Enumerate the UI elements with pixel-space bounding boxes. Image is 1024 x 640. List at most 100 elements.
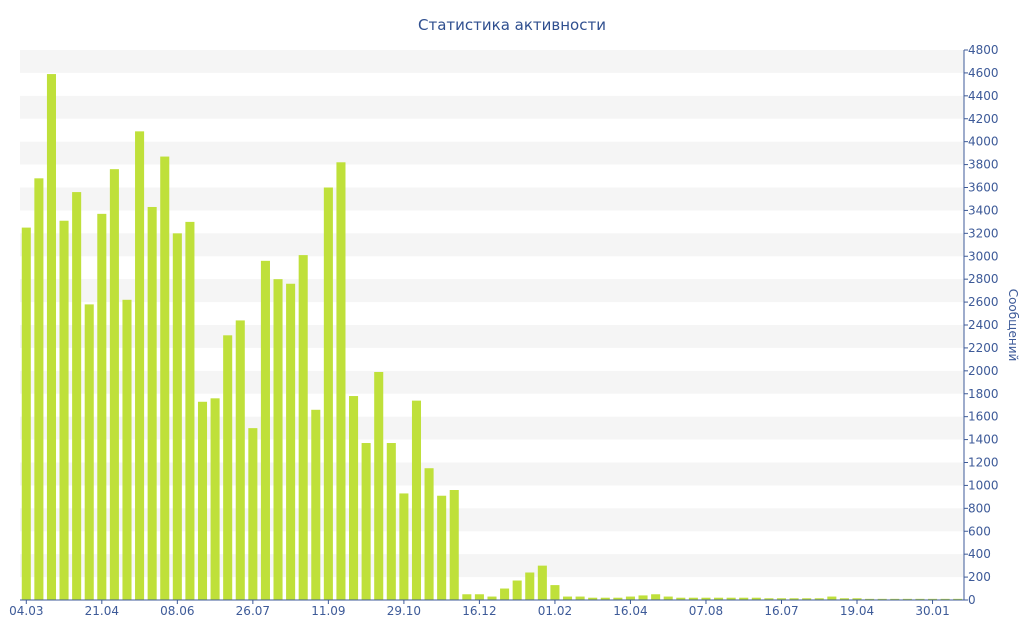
x-tick-label: 11.09 — [311, 604, 345, 618]
grid-band — [20, 95, 964, 119]
bar — [34, 178, 44, 600]
bar — [147, 206, 157, 601]
bar — [701, 597, 711, 600]
bar — [399, 493, 409, 600]
x-tick-label: 30.01 — [915, 604, 949, 618]
y-tick-label: 2000 — [968, 364, 999, 378]
bar — [21, 227, 31, 600]
bar — [197, 401, 208, 600]
bar — [109, 169, 119, 601]
y-tick-label: 800 — [968, 501, 991, 515]
x-tick-label: 16.07 — [764, 604, 798, 618]
bar — [525, 572, 535, 600]
x-tick-label: 01.02 — [538, 604, 572, 618]
bar — [739, 597, 749, 600]
y-tick-label: 2600 — [968, 295, 999, 309]
bar — [273, 279, 283, 600]
y-tick-label: 2200 — [968, 341, 999, 355]
bar — [852, 598, 862, 600]
bar — [437, 495, 447, 600]
y-tick-label: 4400 — [968, 89, 999, 103]
bar — [600, 597, 610, 600]
bar — [349, 396, 359, 600]
grid-band — [20, 233, 964, 257]
bar — [386, 443, 396, 600]
bar — [789, 598, 799, 600]
grid-band — [20, 50, 964, 73]
bar — [172, 233, 182, 600]
bar — [59, 220, 69, 601]
y-tick-label: 1000 — [968, 478, 999, 492]
bar — [726, 597, 736, 600]
y-tick-label: 4200 — [968, 112, 999, 126]
bar — [97, 213, 107, 600]
bar — [223, 335, 233, 600]
bar — [663, 596, 673, 600]
bar — [676, 597, 686, 600]
y-tick-label: 3800 — [968, 158, 999, 172]
x-tick-label: 29.10 — [387, 604, 421, 618]
grid-band — [20, 187, 964, 211]
bar — [814, 598, 824, 600]
bar — [286, 283, 296, 600]
y-tick-label: 200 — [968, 570, 991, 584]
bar — [449, 490, 459, 600]
bar — [751, 597, 761, 600]
y-tick-label: 3600 — [968, 181, 999, 195]
y-tick-label: 600 — [968, 524, 991, 538]
bar — [625, 596, 635, 600]
bar — [487, 596, 497, 600]
bar — [940, 598, 950, 600]
bar — [160, 156, 170, 600]
bar — [374, 371, 384, 600]
bar — [462, 594, 472, 600]
bar — [688, 597, 698, 600]
grid-band — [20, 325, 964, 348]
y-axis-label: Сообщений — [1006, 289, 1020, 362]
y-tick-label: 1600 — [968, 410, 999, 424]
bar — [46, 74, 56, 600]
y-tick-label: 2800 — [968, 272, 999, 286]
bar — [84, 304, 94, 601]
y-tick-label: 4600 — [968, 66, 999, 80]
bar — [613, 597, 623, 600]
y-tick-label: 2400 — [968, 318, 999, 332]
x-tick-label: 26.07 — [236, 604, 270, 618]
bar — [361, 443, 371, 600]
bar — [424, 468, 434, 600]
bar — [474, 594, 484, 600]
bar — [311, 409, 321, 600]
y-tick-label: 4800 — [968, 43, 999, 57]
bar — [323, 187, 333, 600]
grid-band — [20, 370, 964, 394]
bar — [714, 597, 724, 600]
grid-band — [20, 279, 964, 303]
bar — [72, 192, 82, 600]
x-tick-label: 16.04 — [613, 604, 647, 618]
y-tick-label: 0 — [968, 593, 976, 607]
y-tick-label: 3000 — [968, 249, 999, 263]
bar — [865, 598, 875, 600]
y-tick-label: 1800 — [968, 387, 999, 401]
bar-series — [21, 74, 963, 601]
bar — [928, 598, 938, 600]
bar — [827, 596, 837, 600]
y-tick-label: 1200 — [968, 456, 999, 470]
bar — [210, 398, 220, 600]
bar — [298, 255, 308, 600]
x-tick-label: 19.04 — [840, 604, 874, 618]
bar — [248, 428, 258, 601]
y-tick-label: 400 — [968, 547, 991, 561]
bar — [839, 598, 849, 600]
bar — [500, 588, 510, 600]
bar — [185, 221, 195, 601]
bar — [575, 596, 585, 600]
y-tick-label: 4000 — [968, 135, 999, 149]
bar — [411, 400, 422, 601]
bar — [135, 131, 145, 600]
y-tick-label: 1400 — [968, 433, 999, 447]
bar — [953, 598, 963, 600]
bar — [890, 598, 900, 600]
